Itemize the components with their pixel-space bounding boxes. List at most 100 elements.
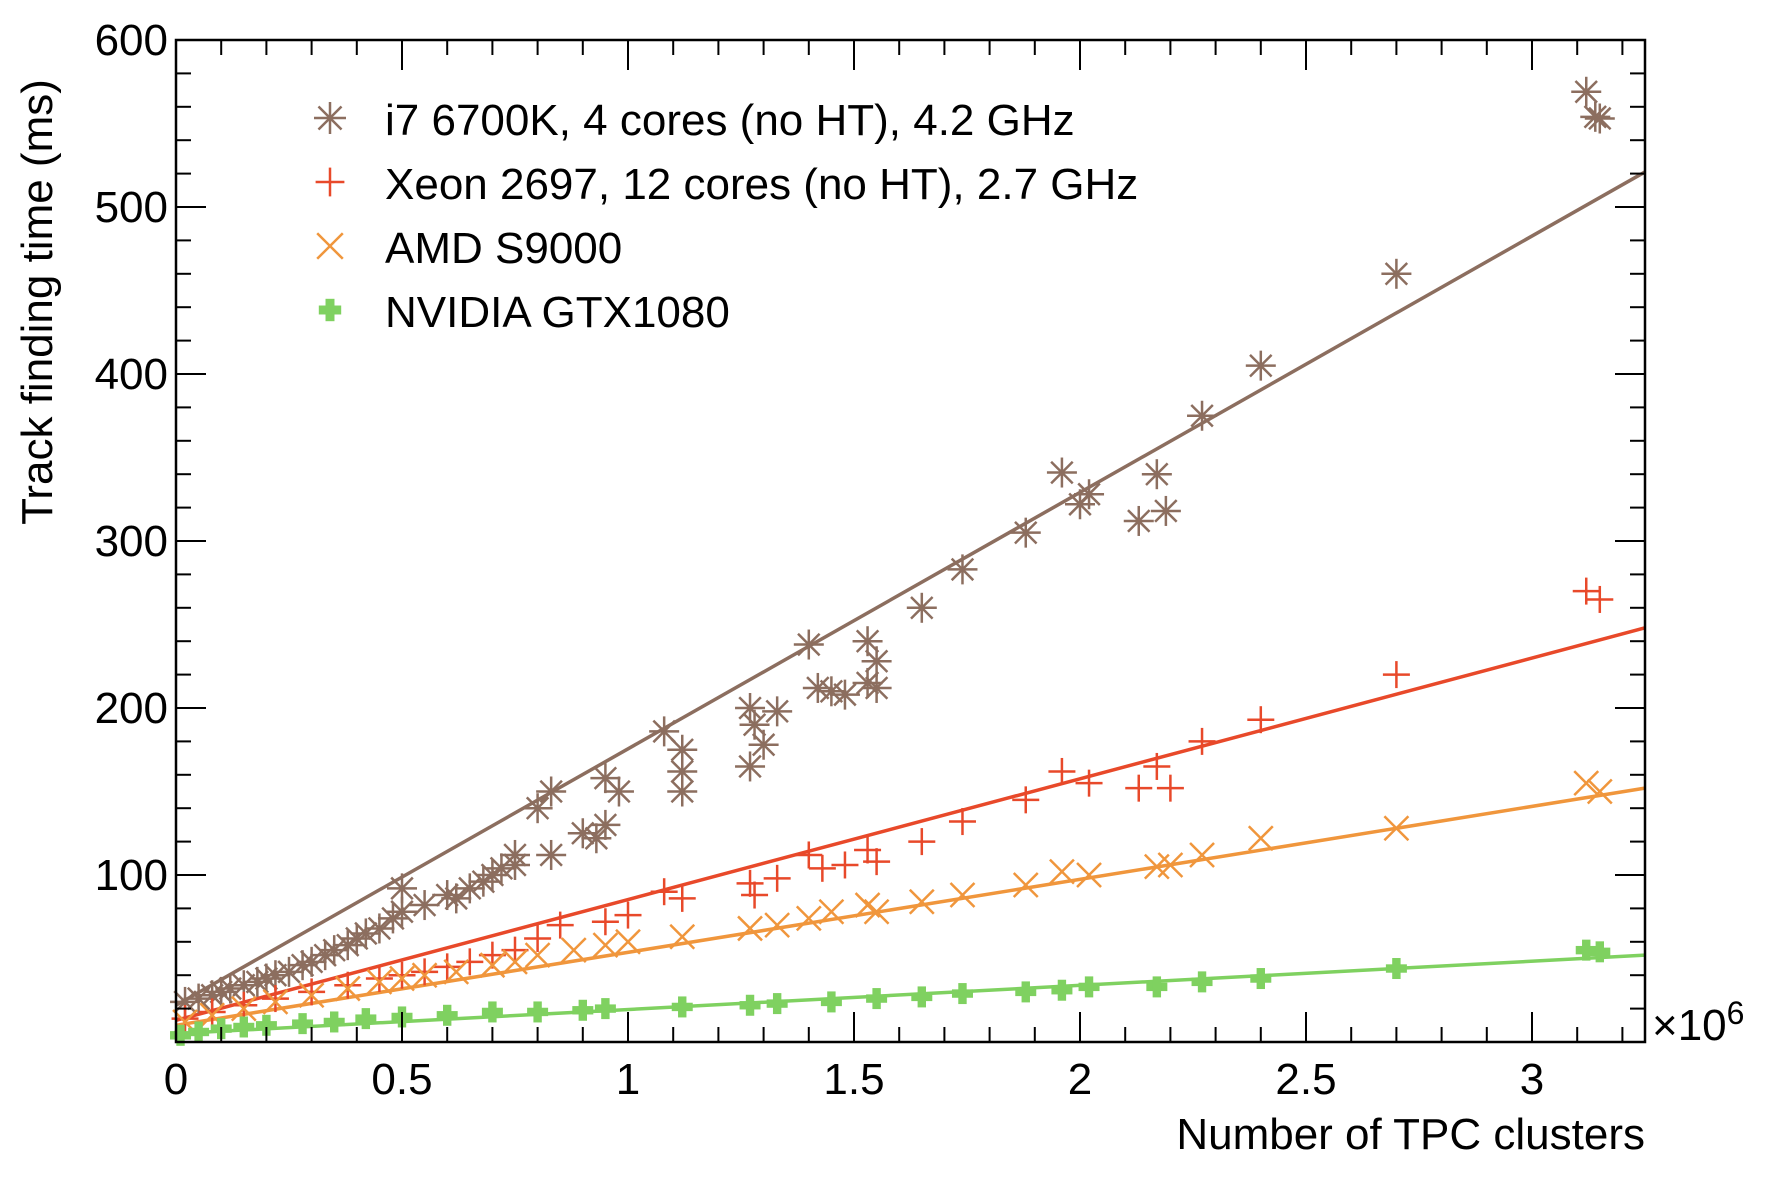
- data-point: [481, 1001, 503, 1023]
- x-multiplier-exponent: 6: [1727, 995, 1745, 1031]
- data-point: [365, 965, 393, 993]
- data-point: [949, 882, 976, 908]
- y-tick-label: 200: [95, 684, 168, 733]
- data-point: [951, 983, 973, 1005]
- data-point: [388, 961, 416, 989]
- data-point: [387, 873, 417, 904]
- data-point: [411, 958, 439, 986]
- data-point: [736, 869, 764, 897]
- x-tick-label: 2.5: [1275, 1055, 1336, 1104]
- fit-line: [175, 626, 1646, 1022]
- data-point: [1157, 852, 1184, 878]
- data-point: [906, 592, 937, 623]
- data-point: [524, 942, 551, 969]
- data-point: [572, 999, 594, 1021]
- data-point: [649, 716, 680, 747]
- x-multiplier-label: ×106: [1652, 995, 1744, 1050]
- data-point: [350, 918, 381, 949]
- data-point: [1382, 661, 1410, 689]
- data-point: [501, 936, 529, 964]
- data-point: [1589, 941, 1611, 963]
- data-point: [1586, 585, 1614, 613]
- data-point: [594, 998, 616, 1020]
- axis-ticks: [175, 39, 1645, 1043]
- data-point: [355, 1008, 377, 1030]
- y-tick-label: 300: [95, 517, 168, 566]
- data-point: [1074, 479, 1105, 510]
- data-point: [1075, 769, 1103, 797]
- y-tick-label: 600: [95, 16, 168, 65]
- data-point: [1078, 976, 1100, 998]
- data-point: [762, 696, 793, 727]
- series-markers: [171, 577, 1614, 1033]
- x-tick-label: 2: [1068, 1055, 1092, 1104]
- data-point: [1187, 400, 1218, 431]
- data-point: [737, 915, 763, 942]
- data-point: [1250, 968, 1272, 990]
- data-point: [861, 646, 892, 677]
- y-axis-title: Track finding time (ms): [13, 79, 62, 525]
- data-point: [436, 1004, 458, 1026]
- data-point: [1575, 939, 1597, 961]
- legend-marker: [314, 102, 346, 134]
- legend-marker: [316, 232, 344, 260]
- data-point: [1191, 971, 1213, 993]
- data-point: [334, 975, 361, 1002]
- data-point: [1046, 457, 1077, 488]
- series-markers: [170, 939, 1611, 1046]
- x-tick-label: 3: [1520, 1055, 1544, 1104]
- data-point: [766, 993, 788, 1015]
- data-point: [567, 818, 598, 849]
- data-point: [795, 905, 822, 932]
- data-point: [739, 994, 761, 1016]
- data-point: [1571, 76, 1602, 107]
- data-point: [669, 923, 696, 950]
- data-point: [479, 952, 506, 979]
- data-point: [603, 776, 634, 807]
- data-point: [1383, 815, 1410, 842]
- data-point: [230, 995, 257, 1022]
- data-point: [261, 985, 289, 1013]
- series-markers: [170, 76, 1615, 1017]
- data-point: [1123, 505, 1154, 536]
- x-tick-label: 1: [616, 1055, 640, 1104]
- data-point: [1141, 459, 1172, 490]
- legend-marker: [318, 298, 342, 322]
- data-point: [502, 948, 528, 975]
- data-point: [1189, 842, 1215, 868]
- series-markers: [172, 770, 1613, 1035]
- y-tick-label: 500: [95, 183, 168, 232]
- data-point: [456, 948, 484, 976]
- data-point: [1385, 958, 1407, 980]
- data-point: [908, 828, 936, 856]
- data-point: [323, 1011, 345, 1033]
- data-point: [230, 991, 258, 1019]
- data-point: [650, 878, 678, 906]
- data-point: [861, 672, 892, 703]
- data-point: [1381, 258, 1412, 289]
- data-point: [1150, 495, 1181, 526]
- y-tick-label: 100: [95, 851, 168, 900]
- data-point: [1049, 858, 1075, 885]
- data-point: [671, 996, 693, 1018]
- data-point: [546, 911, 574, 939]
- data-point: [198, 998, 226, 1026]
- data-point: [298, 982, 325, 1009]
- data-point: [831, 851, 859, 879]
- data-point: [468, 866, 499, 897]
- data-point: [1188, 727, 1216, 755]
- data-point: [1125, 774, 1153, 802]
- data-point: [262, 989, 289, 1015]
- data-point: [292, 1013, 314, 1035]
- data-point: [188, 1021, 210, 1043]
- data-point: [1586, 778, 1613, 805]
- data-point: [591, 908, 619, 936]
- data-point: [735, 751, 766, 782]
- data-point: [334, 971, 362, 999]
- data-point: [911, 986, 933, 1008]
- data-point: [377, 903, 408, 934]
- data-point: [522, 793, 553, 824]
- data-point: [1012, 872, 1039, 898]
- legend: i7 6700K, 4 cores (no HT), 4.2 GHz Xeon 2…: [314, 96, 1138, 337]
- data-point: [829, 679, 860, 710]
